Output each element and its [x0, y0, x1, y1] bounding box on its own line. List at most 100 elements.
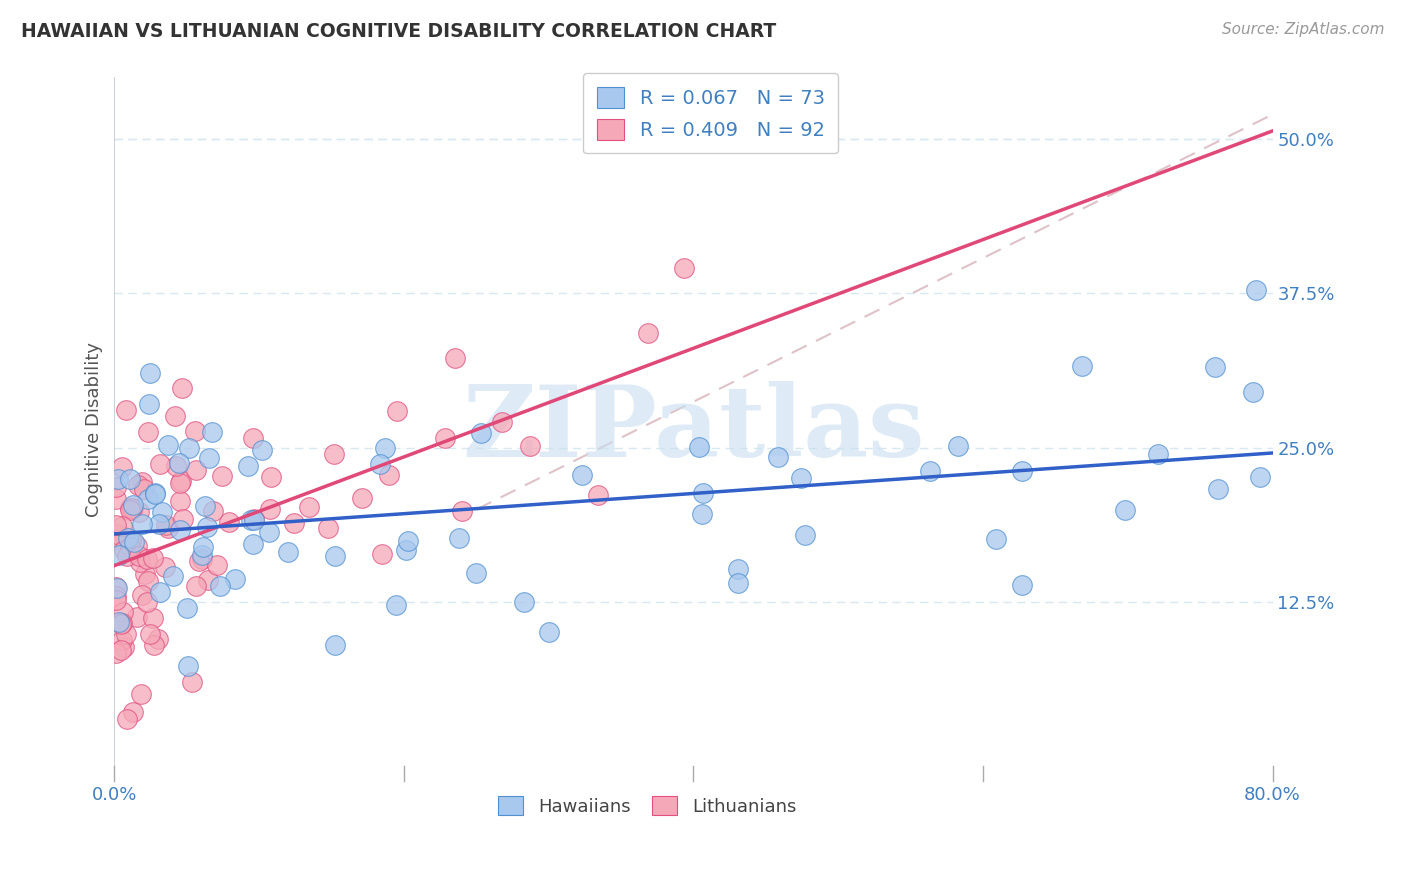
Point: [260, 470, 283, 484]
Point: [149, 457, 172, 471]
Point: [768, 450, 790, 465]
Point: [121, 500, 143, 515]
Point: [104, 646, 127, 660]
Point: [135, 595, 157, 609]
Point: [688, 441, 710, 455]
Point: [238, 459, 260, 474]
Point: [172, 512, 194, 526]
Point: [134, 566, 156, 581]
Point: [443, 351, 465, 365]
Point: [1011, 464, 1033, 478]
Point: [1114, 502, 1136, 516]
Point: [142, 638, 165, 652]
Point: [218, 515, 240, 529]
Point: [122, 535, 145, 549]
Point: [112, 543, 135, 558]
Point: [104, 527, 127, 541]
Point: [169, 523, 191, 537]
Point: [188, 553, 211, 567]
Point: [120, 502, 142, 516]
Point: [519, 439, 541, 453]
Point: [165, 459, 187, 474]
Point: [692, 485, 714, 500]
Point: [451, 504, 474, 518]
Point: [128, 505, 150, 519]
Point: [114, 530, 136, 544]
Point: [191, 548, 214, 562]
Point: [136, 491, 159, 506]
Point: [136, 552, 159, 566]
Point: [181, 675, 204, 690]
Point: [111, 615, 134, 630]
Point: [243, 512, 266, 526]
Point: [127, 477, 149, 491]
Point: [177, 658, 200, 673]
Point: [148, 517, 170, 532]
Point: [1249, 470, 1271, 484]
Point: [434, 430, 457, 444]
Point: [571, 467, 593, 482]
Point: [129, 555, 152, 569]
Point: [105, 580, 128, 594]
Point: [242, 536, 264, 550]
Point: [176, 601, 198, 615]
Point: [1241, 385, 1264, 400]
Point: [538, 624, 561, 639]
Point: [211, 468, 233, 483]
Point: [104, 491, 127, 506]
Point: [209, 579, 232, 593]
Point: [157, 521, 180, 535]
Point: [789, 471, 811, 485]
Point: [277, 545, 299, 559]
Point: [1204, 360, 1226, 375]
Point: [118, 501, 141, 516]
Point: [122, 500, 145, 515]
Point: [322, 447, 344, 461]
Point: [470, 425, 492, 440]
Point: [129, 687, 152, 701]
Point: [194, 499, 217, 513]
Point: [108, 548, 131, 562]
Point: [132, 482, 155, 496]
Point: [195, 520, 218, 534]
Point: [637, 326, 659, 340]
Point: [107, 615, 129, 629]
Point: [1246, 283, 1268, 297]
Point: [384, 598, 406, 612]
Point: [242, 513, 264, 527]
Point: [191, 552, 214, 566]
Point: [120, 540, 142, 554]
Point: [368, 457, 391, 471]
Point: [111, 633, 134, 648]
Point: [169, 493, 191, 508]
Point: [193, 540, 215, 554]
Point: [163, 409, 186, 424]
Point: [259, 524, 281, 539]
Point: [105, 518, 128, 533]
Point: [114, 403, 136, 417]
Point: [946, 439, 969, 453]
Point: [184, 424, 207, 438]
Text: ZIPatlas: ZIPatlas: [463, 381, 925, 478]
Point: [127, 539, 149, 553]
Point: [184, 580, 207, 594]
Point: [110, 617, 132, 632]
Point: [114, 640, 136, 655]
Point: [104, 532, 127, 546]
Point: [672, 260, 695, 275]
Point: [396, 534, 419, 549]
Point: [111, 518, 134, 533]
Point: [385, 404, 408, 418]
Point: [374, 441, 396, 455]
Point: [150, 505, 173, 519]
Point: [115, 549, 138, 563]
Point: [298, 500, 321, 514]
Point: [139, 627, 162, 641]
Point: [153, 559, 176, 574]
Point: [121, 498, 143, 512]
Text: Source: ZipAtlas.com: Source: ZipAtlas.com: [1222, 22, 1385, 37]
Point: [1011, 578, 1033, 592]
Point: [186, 462, 208, 476]
Point: [110, 643, 132, 657]
Point: [128, 549, 150, 564]
